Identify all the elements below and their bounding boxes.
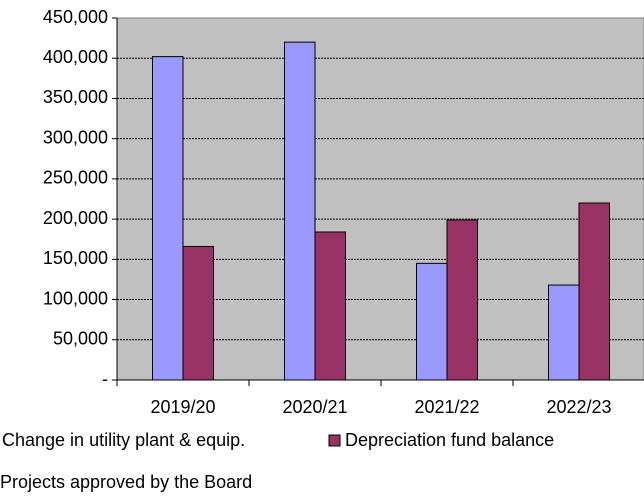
- y-tick-label: 350,000: [43, 87, 108, 107]
- bar: [182, 245, 214, 381]
- y-tick-label: 300,000: [43, 127, 108, 147]
- y-tick-label: 450,000: [43, 7, 108, 27]
- y-tick-label: 100,000: [43, 288, 108, 308]
- y-tick-label: 200,000: [43, 208, 108, 228]
- y-tick-label: 250,000: [43, 168, 108, 188]
- x-tick-label: 2021/22: [414, 397, 479, 417]
- legend-label: Depreciation fund balance: [345, 430, 554, 450]
- y-tick-label: -: [102, 369, 108, 389]
- bar: [416, 262, 448, 381]
- note: Projects approved by the Board: [0, 472, 252, 492]
- y-tick-label: 50,000: [53, 329, 108, 349]
- legend-swatch: [328, 434, 341, 447]
- bar: [314, 231, 346, 381]
- x-tick-label: 2022/23: [546, 397, 611, 417]
- x-tick-label: 2020/21: [282, 397, 347, 417]
- bar: [284, 41, 316, 381]
- bar: [152, 56, 184, 381]
- bar: [578, 202, 610, 381]
- x-tick-label: 2019/20: [150, 397, 215, 417]
- y-tick-label: 400,000: [43, 47, 108, 67]
- y-tick-label: 150,000: [43, 248, 108, 268]
- bar: [548, 284, 580, 381]
- legend-label: Change in utility plant & equip.: [2, 430, 245, 450]
- bar: [446, 219, 478, 381]
